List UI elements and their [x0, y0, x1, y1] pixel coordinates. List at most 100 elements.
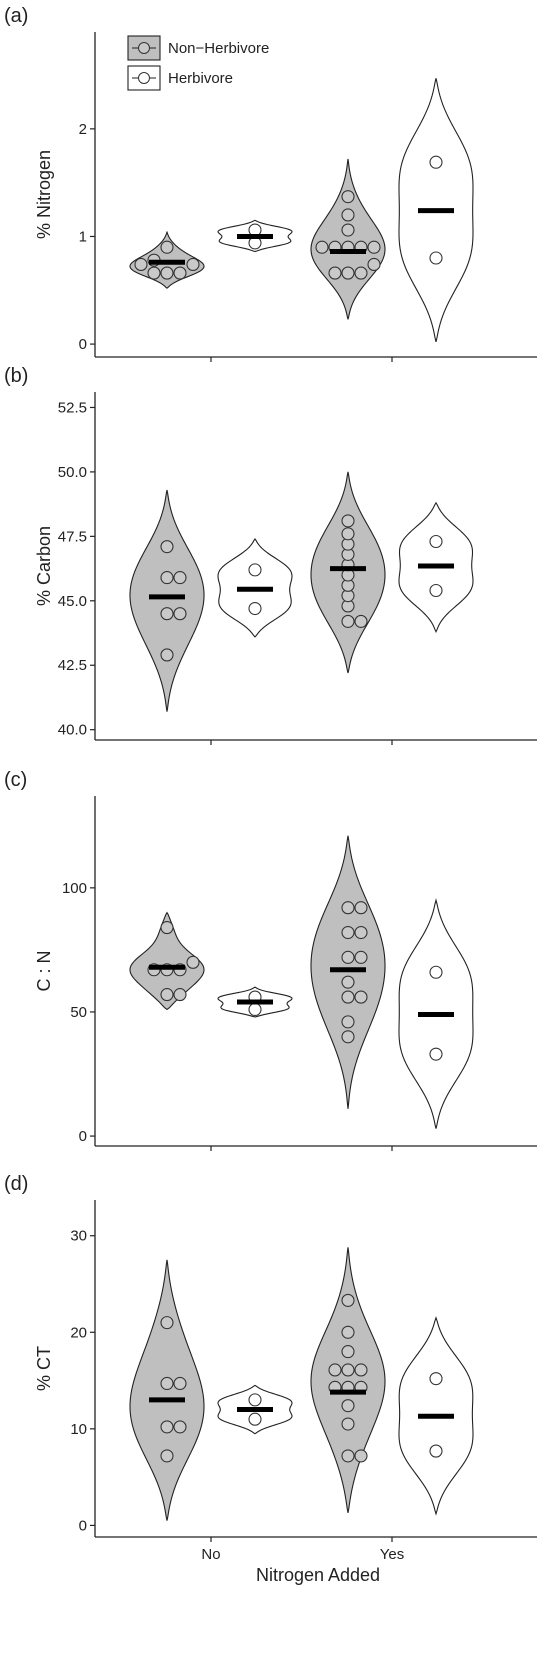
data-point: [186, 257, 200, 272]
x-axis-title: Nitrogen Added: [256, 1565, 380, 1585]
panel-c: (c) 0 50 100 C : N: [4, 769, 537, 1151]
data-point: [429, 155, 443, 169]
data-point: [341, 266, 355, 280]
panel-label: (b): [4, 365, 28, 387]
data-point: [341, 1399, 355, 1413]
data-point: [341, 1449, 355, 1463]
panel-a: (a) 0 1 2 % Nitrogen Non−Herbivore Herbivore: [4, 5, 537, 362]
violin-no-non-herbivore: [129, 489, 205, 712]
data-point: [367, 240, 381, 254]
data-point: [429, 965, 443, 979]
data-point: [429, 1372, 443, 1386]
x-tick-label: No: [201, 1546, 220, 1563]
data-point: [429, 534, 443, 549]
y-tick-label: 1: [79, 228, 87, 245]
data-point: [248, 1412, 262, 1426]
legend-label: Herbivore: [168, 70, 233, 87]
violin-no-non-herbivore: [129, 911, 205, 1011]
data-point: [173, 988, 187, 1002]
violin-no-herbivore: [217, 1384, 293, 1435]
data-point: [248, 1002, 262, 1017]
data-point: [354, 990, 368, 1004]
data-point: [186, 955, 200, 969]
violin-body: [129, 911, 205, 1011]
legend-key-point: [138, 42, 150, 54]
y-axis-title: % Carbon: [34, 526, 54, 606]
data-point: [173, 1376, 187, 1391]
data-point: [354, 950, 368, 964]
data-point: [341, 1363, 355, 1377]
data-point: [160, 648, 174, 662]
violin-yes-herbivore: [398, 898, 474, 1129]
data-point: [160, 988, 174, 1002]
violin-body: [129, 489, 205, 712]
legend-label: Non−Herbivore: [168, 40, 269, 57]
data-point: [341, 1293, 355, 1307]
data-point: [160, 1376, 174, 1391]
violin-yes-non-herbivore: [310, 158, 386, 320]
y-tick-label: 30: [70, 1228, 87, 1245]
data-point: [160, 921, 174, 935]
data-point: [248, 601, 262, 616]
y-tick-label: 20: [70, 1324, 87, 1341]
y-axis-title: % CT: [34, 1346, 54, 1391]
data-point: [429, 251, 443, 265]
y-tick-label: 0: [79, 1517, 87, 1534]
y-tick-label: 50.0: [58, 464, 87, 481]
data-point: [248, 1393, 262, 1407]
panel-b: (b) 40.0 42.5 45.0 47.5 50.0 52.5 % Carbon: [4, 365, 537, 745]
panel-label: (a): [4, 5, 28, 27]
data-point: [341, 614, 355, 628]
x-tick-label: Yes: [380, 1546, 404, 1563]
data-point: [160, 266, 174, 280]
y-tick-label: 52.5: [58, 399, 87, 416]
data-point: [341, 1015, 355, 1029]
data-point: [354, 1363, 368, 1377]
data-point: [248, 563, 262, 577]
y-tick-label: 40.0: [58, 722, 87, 739]
data-point: [173, 571, 187, 585]
y-tick-label: 10: [70, 1421, 87, 1438]
violin-body: [129, 1259, 205, 1521]
data-point: [429, 583, 443, 598]
legend-entry: Non−Herbivore: [127, 35, 269, 61]
data-point: [354, 1449, 368, 1463]
violin-yes-herbivore: [398, 78, 474, 343]
data-point: [160, 1316, 174, 1330]
data-point: [341, 925, 355, 940]
y-tick-label: 0: [79, 336, 87, 353]
legend-key-point: [138, 72, 150, 84]
violin-no-herbivore: [217, 986, 293, 1018]
y-axis-title: % Nitrogen: [34, 150, 54, 239]
data-point: [328, 1363, 342, 1377]
y-tick-label: 42.5: [58, 657, 87, 674]
panel-label: (c): [4, 769, 27, 791]
data-point: [173, 266, 187, 280]
data-point: [354, 901, 368, 915]
data-point: [354, 925, 368, 940]
data-point: [341, 1030, 355, 1044]
data-point: [160, 571, 174, 585]
violin-no-non-herbivore: [129, 1259, 205, 1521]
y-tick-label: 47.5: [58, 528, 87, 545]
violin-no-herbivore: [217, 219, 293, 253]
data-point: [367, 257, 381, 272]
violin-no-herbivore: [217, 537, 293, 638]
data-point: [134, 257, 148, 272]
data-point: [328, 266, 342, 280]
data-point: [160, 240, 174, 254]
violin-body: [310, 158, 386, 320]
panel-label: (d): [4, 1173, 28, 1195]
data-point: [173, 607, 187, 621]
y-axis-title: C : N: [34, 950, 54, 991]
data-point: [160, 1449, 174, 1463]
data-point: [341, 208, 355, 222]
data-point: [341, 950, 355, 964]
y-tick-label: 100: [62, 880, 87, 897]
data-point: [160, 1420, 174, 1434]
violin-yes-herbivore: [398, 501, 474, 634]
y-tick-label: 50: [70, 1004, 87, 1021]
data-point: [354, 614, 368, 628]
